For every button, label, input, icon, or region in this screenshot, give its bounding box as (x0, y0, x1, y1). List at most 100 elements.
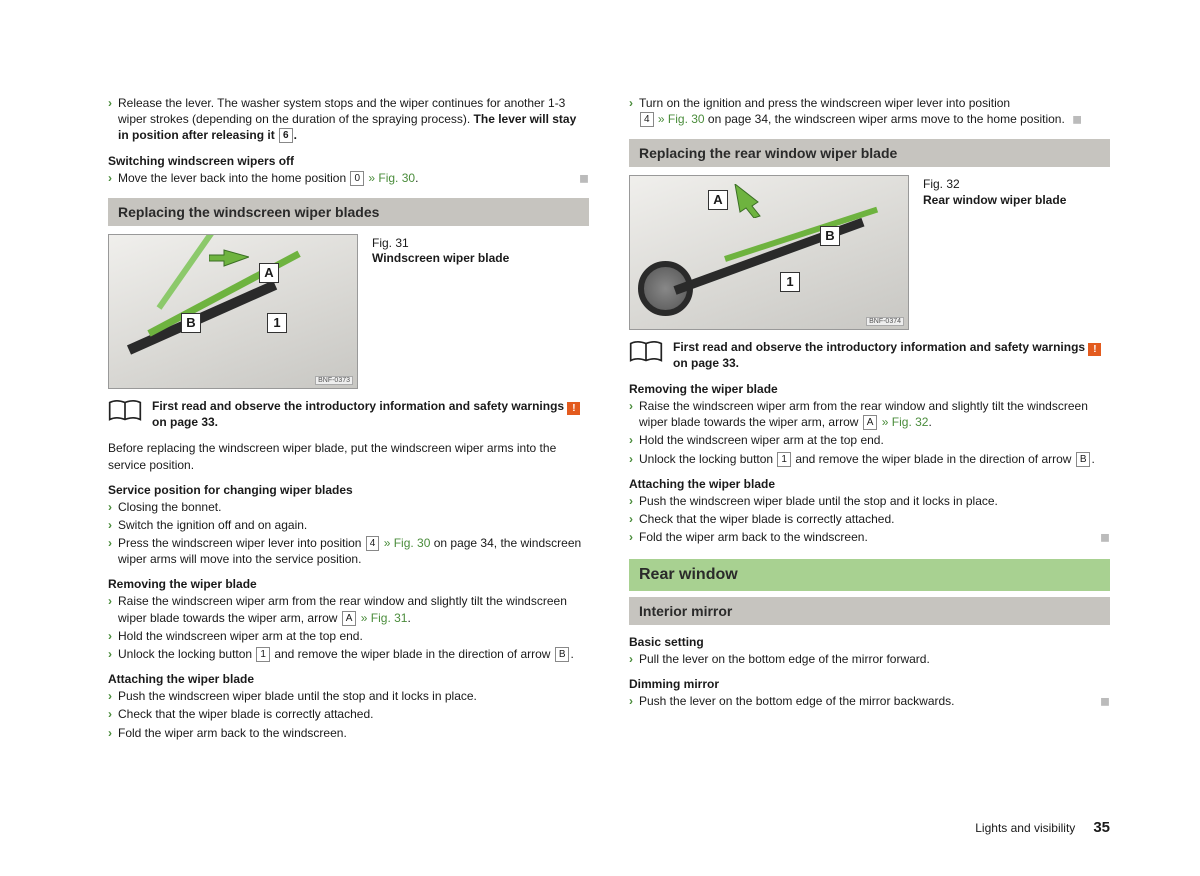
position-ref: 4 (640, 112, 654, 127)
subheading: Removing the wiper blade (108, 577, 589, 591)
heading-bar: Replacing the rear window wiper blade (629, 139, 1110, 167)
chevron-icon: › (629, 651, 633, 667)
text: . (1091, 452, 1094, 466)
chevron-icon: › (108, 517, 112, 533)
text: . (928, 415, 931, 429)
subheading: Basic setting (629, 635, 1110, 649)
fig-number: Fig. 31 (372, 236, 589, 252)
figure-image: A B 1 BNF-0374 (629, 175, 909, 330)
item-text: Closing the bonnet. (118, 499, 589, 515)
figure-caption: Fig. 31 Windscreen wiper blade (372, 234, 589, 389)
page-number: 35 (1093, 819, 1110, 836)
subheading: Removing the wiper blade (629, 382, 1110, 396)
position-ref: 1 (777, 452, 791, 467)
item-text: Move the lever back into the home positi… (118, 170, 589, 186)
text: and remove the wiper blade in the direct… (271, 647, 554, 661)
chevron-icon: › (108, 706, 112, 722)
callout-1: 1 (780, 272, 800, 292)
subheading: Dimming mirror (629, 677, 1110, 691)
text: . (570, 647, 573, 661)
callout-a: A (259, 263, 279, 283)
list-item: › Press the windscreen wiper lever into … (108, 535, 589, 567)
list-item: ›Fold the wiper arm back to the windscre… (108, 725, 589, 741)
item-text: Hold the windscreen wiper arm at the top… (639, 432, 1110, 448)
right-column: › Turn on the ignition and press the win… (629, 95, 1110, 743)
read-first-note: First read and observe the introductory … (629, 340, 1110, 372)
position-ref: B (1076, 452, 1091, 467)
text: First read and observe the introductory … (152, 399, 567, 413)
list-item: › Push the lever on the bottom edge of th… (629, 693, 1110, 709)
end-mark-icon: ◼ (1100, 529, 1110, 545)
text: First read and observe the introductory … (673, 340, 1088, 354)
position-ref: A (863, 415, 878, 430)
arrow-icon (730, 184, 764, 218)
read-first-note: First read and observe the introductory … (108, 399, 589, 431)
chevron-icon: › (629, 432, 633, 448)
chevron-icon: › (108, 688, 112, 704)
text: . (294, 128, 297, 142)
chevron-icon: › (108, 593, 112, 625)
list-item: › Raise the windscreen wiper arm from th… (108, 593, 589, 625)
item-text: Press the windscreen wiper lever into po… (118, 535, 589, 567)
item-text: Push the windscreen wiper blade until th… (118, 688, 589, 704)
figure-32: A B 1 BNF-0374 Fig. 32 Rear window wiper… (629, 175, 1110, 330)
item-text: Check that the wiper blade is correctly … (118, 706, 589, 722)
figure-caption: Fig. 32 Rear window wiper blade (923, 175, 1110, 330)
chevron-icon: › (108, 628, 112, 644)
fig-ref: » Fig. 32 (878, 415, 928, 429)
fig-title: Windscreen wiper blade (372, 251, 509, 265)
subheading: Service position for changing wiper blad… (108, 483, 589, 497)
arrow-icon (209, 247, 249, 277)
list-item: › Push the windscreen wiper blade until t… (108, 688, 589, 704)
book-icon (108, 399, 142, 423)
book-icon (629, 340, 663, 364)
warning-icon: ! (1088, 343, 1101, 356)
chevron-icon: › (629, 451, 633, 467)
list-item: › Move the lever back into the home posi… (108, 170, 589, 186)
paragraph: Before replacing the windscreen wiper bl… (108, 440, 589, 472)
chevron-icon: › (629, 398, 633, 430)
warning-icon: ! (567, 402, 580, 415)
item-text: Turn on the ignition and press the winds… (639, 95, 1110, 127)
item-text: Release the lever. The washer system sto… (118, 95, 589, 144)
chevron-icon: › (108, 646, 112, 662)
note-text: First read and observe the introductory … (152, 399, 589, 431)
left-column: › Release the lever. The washer system s… (108, 95, 589, 743)
chevron-icon: › (629, 693, 633, 709)
text: on page 34, the windscreen wiper arms mo… (705, 112, 1065, 126)
subheading: Attaching the wiper blade (108, 672, 589, 686)
chevron-icon: › (629, 511, 633, 527)
list-item: › Check that the wiper blade is correctly… (629, 511, 1110, 527)
text: Turn on the ignition and press the winds… (639, 96, 1010, 110)
chevron-icon: › (108, 499, 112, 515)
wiper-arm-shape (127, 280, 277, 354)
list-item: ›Pull the lever on the bottom edge of th… (629, 651, 1110, 667)
chevron-icon: › (629, 95, 633, 127)
chevron-icon: › (629, 529, 633, 545)
list-item: › Unlock the locking button 1 and remove… (108, 646, 589, 662)
heading-bar: Replacing the windscreen wiper blades (108, 198, 589, 226)
text: on page 33. (152, 415, 218, 429)
section-heading: Rear window (629, 559, 1110, 591)
text: Unlock the locking button (639, 452, 776, 466)
subheading: Attaching the wiper blade (629, 477, 1110, 491)
list-item: › Unlock the locking button 1 and remove… (629, 451, 1110, 467)
fig-ref: » Fig. 30 (655, 112, 705, 126)
chevron-icon: › (108, 95, 112, 144)
list-item: › Turn on the ignition and press the win… (629, 95, 1110, 127)
text: and remove the wiper blade in the direct… (792, 452, 1075, 466)
item-text: Push the lever on the bottom edge of the… (639, 693, 1110, 709)
item-text: Unlock the locking button 1 and remove t… (118, 646, 589, 662)
fig-ref: » Fig. 30 (365, 171, 415, 185)
list-item: ›Push the windscreen wiper blade until t… (629, 493, 1110, 509)
item-text: Push the windscreen wiper blade until th… (639, 493, 1110, 509)
fig-ref: » Fig. 31 (357, 611, 407, 625)
note-text: First read and observe the introductory … (673, 340, 1110, 372)
position-ref: 6 (279, 128, 293, 143)
item-text: Fold the wiper arm back to the windscree… (118, 725, 589, 741)
subheading: Switching windscreen wipers off (108, 154, 589, 168)
list-item: ›Switch the ignition off and on again. (108, 517, 589, 533)
item-text: Check that the wiper blade is correctly … (639, 511, 1110, 527)
text: Push the lever on the bottom edge of the… (639, 694, 955, 708)
text: on page 33. (673, 356, 739, 370)
